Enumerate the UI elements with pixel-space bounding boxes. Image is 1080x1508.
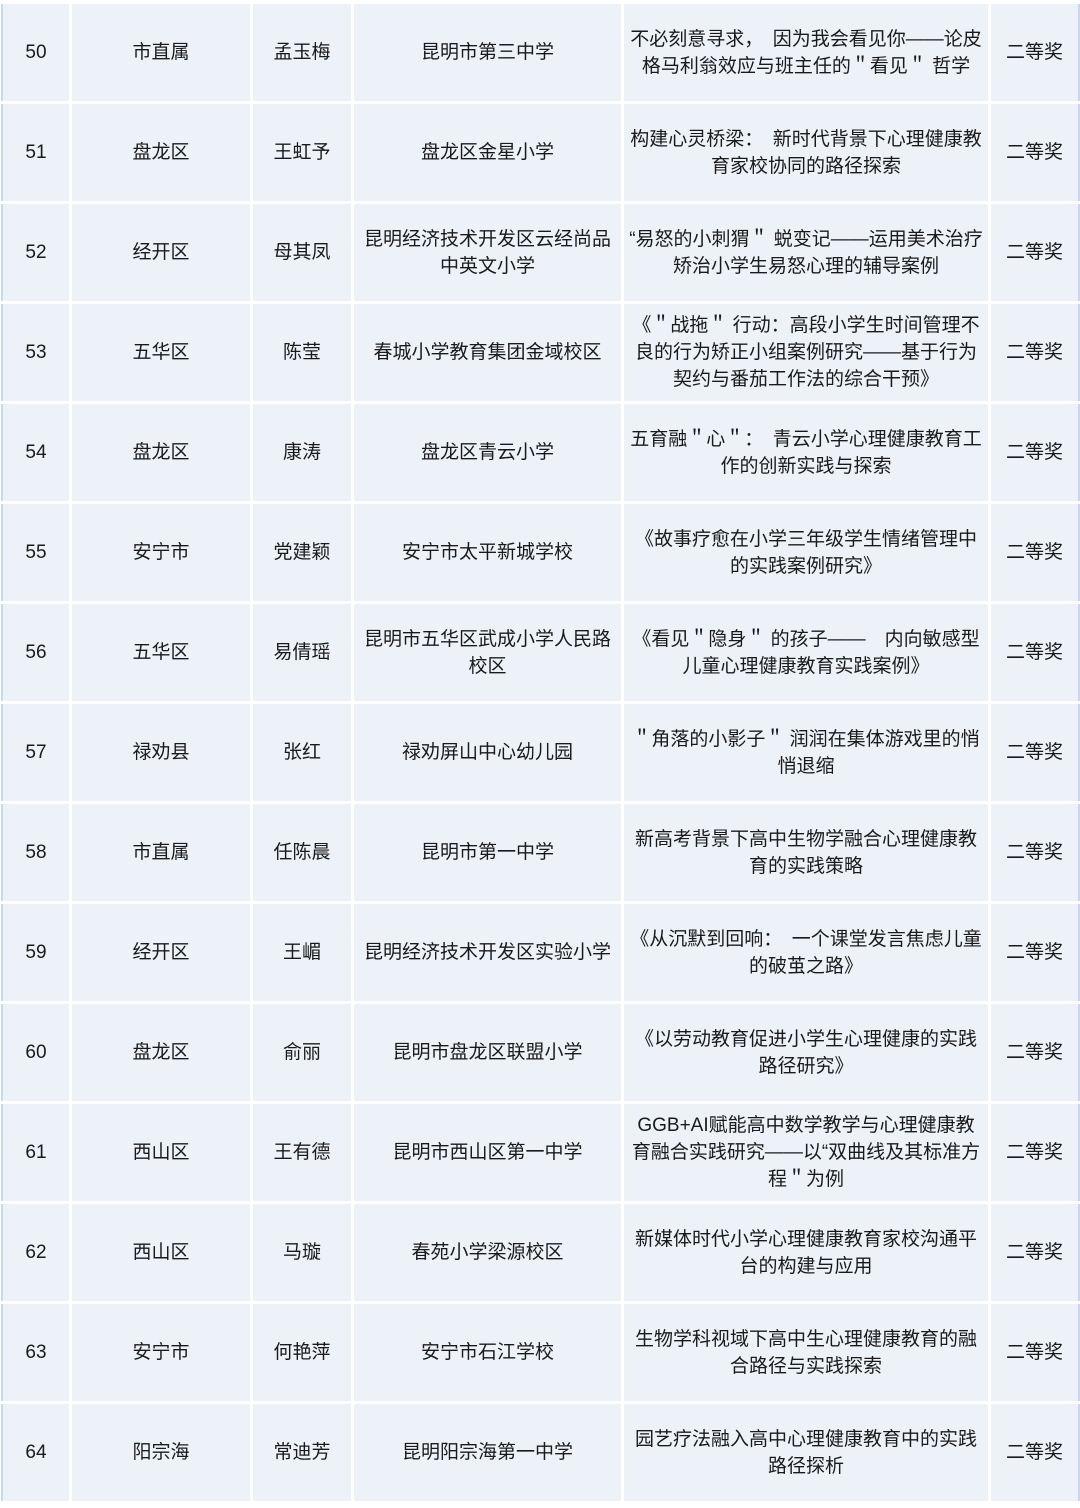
author-name-cell: 常迪芳 <box>253 1404 351 1501</box>
district-cell: 盘龙区 <box>72 404 250 501</box>
author-name-cell: 王嵋 <box>253 904 351 1001</box>
award-cell: 二等奖 <box>991 504 1080 601</box>
district-cell: 五华区 <box>72 304 250 401</box>
district-cell: 市直属 <box>72 804 250 901</box>
paper-title-cell: ＂角落的小影子＂ 润润在集体游戏里的悄悄退缩 <box>624 704 988 801</box>
author-name-cell: 王虹予 <box>253 104 351 201</box>
row-number: 63 <box>1 1304 69 1401</box>
district-cell: 阳宗海 <box>72 1404 250 1501</box>
row-number: 52 <box>1 204 69 301</box>
row-number: 51 <box>1 104 69 201</box>
paper-title-cell: 《＂战拖＂ 行动：高段小学生时间管理不良的行为矫正小组案例研究——基于行为契约与… <box>624 304 988 401</box>
row-number: 50 <box>1 4 69 101</box>
paper-title-cell: 《故事疗愈在小学三年级学生情绪管理中的实践案例研究》 <box>624 504 988 601</box>
award-cell: 二等奖 <box>991 1204 1080 1301</box>
paper-title-cell: GGB+AI赋能高中数学教学与心理健康教育融合实践研究——以“双曲线及其标准方程… <box>624 1104 988 1201</box>
paper-title-cell: 园艺疗法融入高中心理健康教育中的实践路径探析 <box>624 1404 988 1501</box>
award-cell: 二等奖 <box>991 404 1080 501</box>
author-name-cell: 陈莹 <box>253 304 351 401</box>
school-cell: 盘龙区青云小学 <box>354 404 621 501</box>
author-name-cell: 易倩瑶 <box>253 604 351 701</box>
paper-title-cell: 五育融＂心＂： 青云小学心理健康教育工作的创新实践与探索 <box>624 404 988 501</box>
district-cell: 安宁市 <box>72 1304 250 1401</box>
school-cell: 春城小学教育集团金域校区 <box>354 304 621 401</box>
school-cell: 昆明市第一中学 <box>354 804 621 901</box>
school-cell: 春苑小学梁源校区 <box>354 1204 621 1301</box>
row-number: 58 <box>1 804 69 901</box>
author-name-cell: 孟玉梅 <box>253 4 351 101</box>
district-cell: 盘龙区 <box>72 1004 250 1101</box>
row-number: 53 <box>1 304 69 401</box>
district-cell: 市直属 <box>72 4 250 101</box>
school-cell: 昆明经济技术开发区实验小学 <box>354 904 621 1001</box>
author-name-cell: 母其凤 <box>253 204 351 301</box>
paper-title-cell: 新媒体时代小学心理健康教育家校沟通平台的构建与应用 <box>624 1204 988 1301</box>
row-number: 55 <box>1 504 69 601</box>
author-name-cell: 王有德 <box>253 1104 351 1201</box>
award-cell: 二等奖 <box>991 604 1080 701</box>
paper-title-cell: 《看见＂隐身＂ 的孩子—— 内向敏感型儿童心理健康教育实践案例》 <box>624 604 988 701</box>
district-cell: 盘龙区 <box>72 104 250 201</box>
author-name-cell: 康涛 <box>253 404 351 501</box>
row-number: 60 <box>1 1004 69 1101</box>
school-cell: 昆明市第三中学 <box>354 4 621 101</box>
award-cell: 二等奖 <box>991 4 1080 101</box>
award-cell: 二等奖 <box>991 1004 1080 1101</box>
paper-title-cell: 新高考背景下高中生物学融合心理健康教育的实践策略 <box>624 804 988 901</box>
district-cell: 经开区 <box>72 204 250 301</box>
author-name-cell: 党建颖 <box>253 504 351 601</box>
row-number: 64 <box>1 1404 69 1501</box>
paper-title-cell: 不必刻意寻求， 因为我会看见你——论皮格马利翁效应与班主任的＂看见＂ 哲学 <box>624 4 988 101</box>
school-cell: 昆明市五华区武成小学人民路校区 <box>354 604 621 701</box>
paper-title-cell: 构建心灵桥梁： 新时代背景下心理健康教育家校协同的路径探索 <box>624 104 988 201</box>
school-cell: 昆明市西山区第一中学 <box>354 1104 621 1201</box>
row-number: 59 <box>1 904 69 1001</box>
row-number: 62 <box>1 1204 69 1301</box>
school-cell: 昆明经济技术开发区云经尚品中英文小学 <box>354 204 621 301</box>
paper-title-cell: 《以劳动教育促进小学生心理健康的实践路径研究》 <box>624 1004 988 1101</box>
award-cell: 二等奖 <box>991 104 1080 201</box>
author-name-cell: 马璇 <box>253 1204 351 1301</box>
award-cell: 二等奖 <box>991 304 1080 401</box>
paper-title-cell: “易怒的小刺猬＂ 蜕变记——运用美术治疗矫治小学生易怒心理的辅导案例 <box>624 204 988 301</box>
award-cell: 二等奖 <box>991 1304 1080 1401</box>
school-cell: 盘龙区金星小学 <box>354 104 621 201</box>
award-cell: 二等奖 <box>991 1104 1080 1201</box>
author-name-cell: 张红 <box>253 704 351 801</box>
row-number: 54 <box>1 404 69 501</box>
row-number: 57 <box>1 704 69 801</box>
award-cell: 二等奖 <box>991 904 1080 1001</box>
district-cell: 五华区 <box>72 604 250 701</box>
school-cell: 昆明阳宗海第一中学 <box>354 1404 621 1501</box>
district-cell: 西山区 <box>72 1204 250 1301</box>
award-cell: 二等奖 <box>991 704 1080 801</box>
paper-title-cell: 生物学科视域下高中生心理健康教育的融合路径与实践探索 <box>624 1304 988 1401</box>
award-cell: 二等奖 <box>991 804 1080 901</box>
paper-title-cell: 《从沉默到回响： 一个课堂发言焦虑儿童的破茧之路》 <box>624 904 988 1001</box>
award-cell: 二等奖 <box>991 1404 1080 1501</box>
row-number: 56 <box>1 604 69 701</box>
author-name-cell: 俞丽 <box>253 1004 351 1101</box>
author-name-cell: 任陈晨 <box>253 804 351 901</box>
award-cell: 二等奖 <box>991 204 1080 301</box>
district-cell: 经开区 <box>72 904 250 1001</box>
district-cell: 禄劝县 <box>72 704 250 801</box>
school-cell: 昆明市盘龙区联盟小学 <box>354 1004 621 1101</box>
row-number: 61 <box>1 1104 69 1201</box>
author-name-cell: 何艳萍 <box>253 1304 351 1401</box>
school-cell: 禄劝屏山中心幼儿园 <box>354 704 621 801</box>
school-cell: 安宁市石江学校 <box>354 1304 621 1401</box>
district-cell: 安宁市 <box>72 504 250 601</box>
district-cell: 西山区 <box>72 1104 250 1201</box>
school-cell: 安宁市太平新城学校 <box>354 504 621 601</box>
